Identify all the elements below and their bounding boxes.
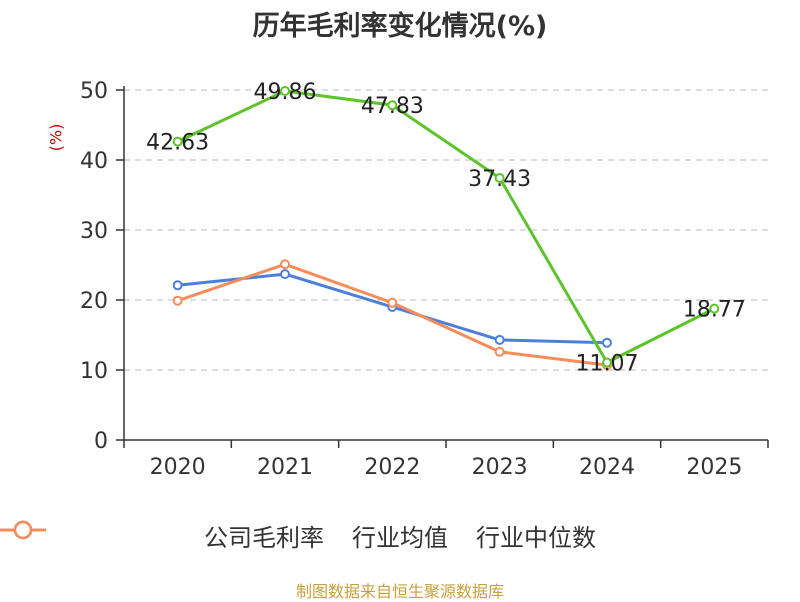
data-source-note: 制图数据来自恒生聚源数据库: [295, 582, 504, 601]
legend-label-industry-median: 行业中位数: [476, 524, 596, 552]
x-tick-label-2025: 2025: [686, 455, 742, 480]
legend-item-industry-median[interactable]: 行业中位数: [0, 518, 596, 553]
x-tick-label-2023: 2023: [472, 455, 528, 480]
legend: 公司毛利率 行业均值 行业中位数: [0, 518, 800, 553]
series-0-point-2025: [709, 303, 720, 314]
legend-item-industry-mean[interactable]: 行业均值: [0, 518, 448, 553]
series-2-point-2023: [494, 346, 505, 357]
y-tick-label-40: 40: [80, 149, 108, 174]
x-tick-label-2020: 2020: [150, 455, 206, 480]
y-tick-label-20: 20: [80, 289, 108, 314]
series-0-point-2023: [494, 172, 505, 183]
series-0-point-2022: [387, 100, 398, 111]
series-2-point-2020: [172, 295, 183, 306]
series-1-point-2021: [280, 269, 290, 280]
series-1-point-2024: [602, 337, 612, 348]
series-2-point-2021: [280, 259, 290, 270]
y-tick-label-10: 10: [80, 359, 108, 384]
series-line-0: [177, 89, 716, 365]
series-line-2: [177, 262, 608, 367]
x-tick-label-2024: 2024: [579, 455, 635, 480]
legend-label-company: 公司毛利率: [204, 524, 324, 552]
data-label-2022: 47.83: [361, 94, 424, 119]
series-1-point-2023: [494, 334, 505, 345]
legend-item-company[interactable]: 公司毛利率: [0, 518, 324, 553]
series-0-point-2020: [172, 136, 183, 147]
chart-title: 历年毛利率变化情况(%): [252, 11, 548, 42]
data-label-2021: 49.86: [254, 80, 317, 105]
data-label-2023: 37.43: [468, 167, 531, 192]
series-0-point-2021: [280, 85, 290, 96]
y-tick-label-50: 50: [80, 79, 108, 104]
legend-label-industry-mean: 行业均值: [352, 524, 448, 552]
series-2-point-2022: [387, 297, 398, 308]
data-label-2025: 18.77: [683, 298, 746, 323]
x-tick-label-2021: 2021: [257, 455, 313, 480]
data-label-2020: 42.63: [146, 131, 209, 156]
y-tick-label-0: 0: [94, 429, 108, 454]
y-tick-label-30: 30: [80, 219, 108, 244]
legend-swatch-industry-median: [0, 520, 46, 540]
series-1-point-2020: [172, 280, 183, 291]
x-tick-label-2022: 2022: [364, 455, 420, 480]
series-0-point-2024: [602, 357, 612, 368]
data-label-2024: 11.07: [576, 352, 639, 377]
